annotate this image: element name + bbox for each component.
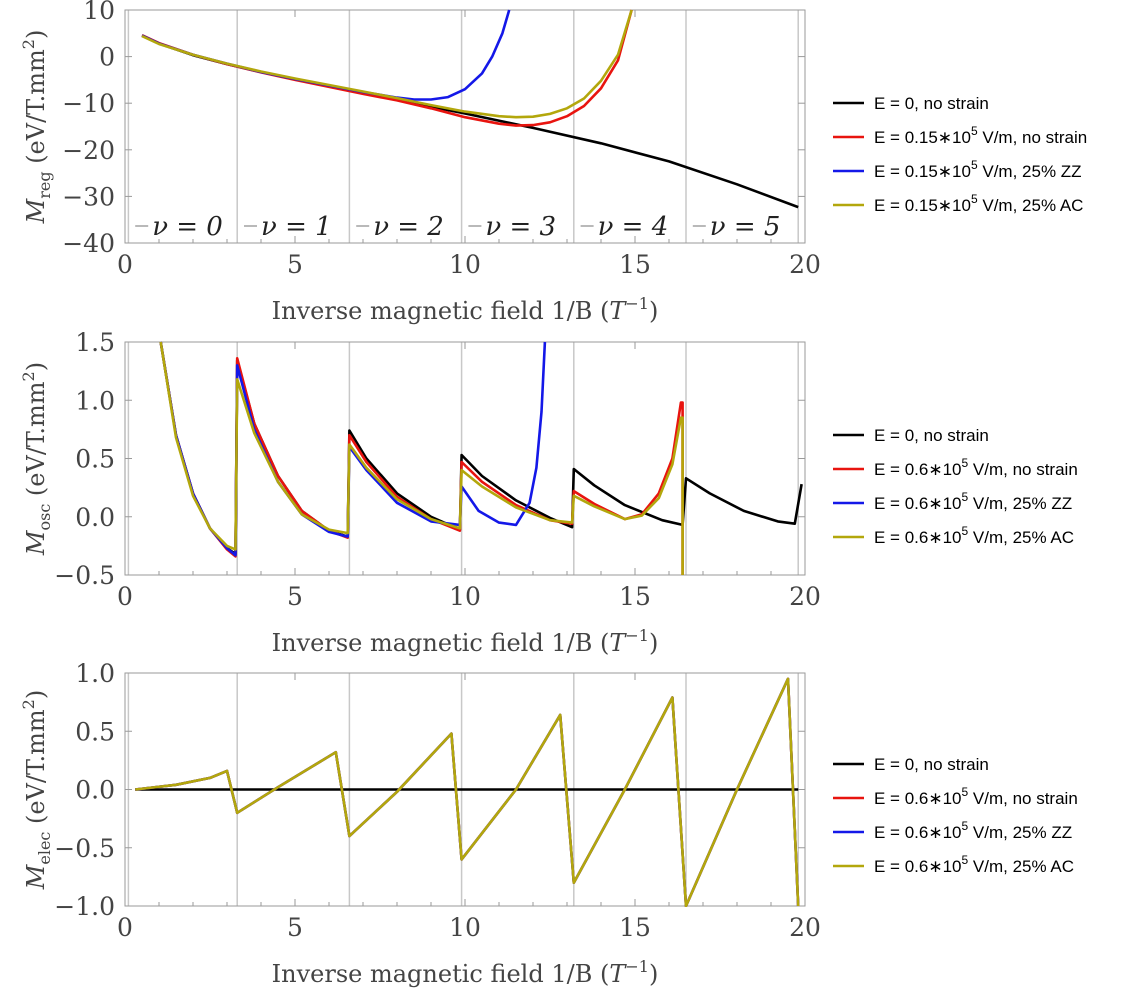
x-tick-label: 0 xyxy=(117,250,133,279)
legend-label: E = 0.15∗105 V/m, 25% AC xyxy=(874,192,1083,215)
x-axis-label: Inverse magnetic field 1/B (T−1) xyxy=(272,626,659,657)
y-tick-label: 0.0 xyxy=(75,503,115,532)
y-tick-label: −20 xyxy=(62,136,115,165)
chart-panel-middle: 0 5 10 15 20 1.5 1.0 0.5 0.0 −0.5 Inverse magnetic… xyxy=(19,328,1078,657)
legend-label: E = 0.6∗105 V/m, 25% AC xyxy=(874,853,1074,876)
series-line-3 xyxy=(141,9,633,119)
y-tick-label: 0.0 xyxy=(75,776,115,805)
legend: E = 0, no strain E = 0.6∗105 V/m, no stra… xyxy=(833,755,1078,876)
x-tick-label: 0 xyxy=(117,582,133,611)
legend-label: E = 0.15∗105 V/m, no strain xyxy=(874,124,1087,147)
x-tick-label: 10 xyxy=(449,582,481,611)
series-line-3 xyxy=(159,341,684,575)
y-tick-label: −40 xyxy=(62,229,115,258)
series-group xyxy=(159,341,803,575)
series-line-0 xyxy=(141,34,799,209)
legend: E = 0, no strain E = 0.15∗105 V/m, no str… xyxy=(833,94,1087,215)
legend-label: E = 0.6∗105 V/m, 25% AC xyxy=(874,524,1074,547)
y-axis-label: Mreg (eV/T.mm2) xyxy=(19,30,54,225)
x-axis-label: Inverse magnetic field 1/B (T−1) xyxy=(272,957,659,988)
nu-label: ν = 4 xyxy=(598,212,669,242)
y-axis-label: Melec (eV/T.mm2) xyxy=(19,690,54,890)
series-line-1 xyxy=(141,9,633,127)
y-tick-label: −1.0 xyxy=(54,892,115,921)
x-tick-label: 15 xyxy=(619,582,651,611)
x-axis-label: Inverse magnetic field 1/B (T−1) xyxy=(272,294,659,325)
chart-panel-top: 0 5 10 15 20 10 0 −10 −20 −30 −40 ν = 0 ν = 1 ν = 2 ν … xyxy=(19,0,1087,325)
x-tick-label: 20 xyxy=(789,582,821,611)
series-group xyxy=(141,9,799,209)
y-tick-label: 0.5 xyxy=(75,445,115,474)
y-tick-label: −10 xyxy=(62,89,115,118)
legend-label: E = 0.6∗105 V/m, 25% ZZ xyxy=(874,490,1072,513)
y-tick-label: 0.5 xyxy=(75,717,115,746)
y-tick-label: −0.5 xyxy=(54,561,115,590)
legend-label: E = 0, no strain xyxy=(874,755,989,774)
x-tick-label: 20 xyxy=(789,250,821,279)
series-line-0 xyxy=(159,341,803,556)
legend-label: E = 0.15∗105 V/m, 25% ZZ xyxy=(874,158,1082,181)
legend-label: E = 0.6∗105 V/m, no strain xyxy=(874,456,1078,479)
x-tick-label: 5 xyxy=(287,913,303,942)
y-axis-label: Mosc (eV/T.mm2) xyxy=(19,362,54,556)
legend-label: E = 0, no strain xyxy=(874,426,989,445)
y-tick-label: −0.5 xyxy=(54,834,115,863)
legend-label: E = 0.6∗105 V/m, 25% ZZ xyxy=(874,819,1072,842)
plot-frame xyxy=(124,9,806,244)
chart-panel-bottom: 0 5 10 15 20 1.0 0.5 0.0 −0.5 −1.0 Inverse magneti… xyxy=(19,659,1078,988)
series-line-2 xyxy=(135,677,800,907)
y-tick-label: −30 xyxy=(62,182,115,211)
legend-label: E = 0.6∗105 V/m, no strain xyxy=(874,785,1078,808)
nu-label: ν = 2 xyxy=(373,212,444,242)
y-tick-label: 10 xyxy=(83,0,115,25)
x-tick-label: 15 xyxy=(619,250,651,279)
nu-label: ν = 1 xyxy=(261,212,332,242)
nu-label: ν = 0 xyxy=(152,212,223,242)
legend-label: E = 0, no strain xyxy=(874,94,989,113)
y-tick-label: 1.0 xyxy=(75,659,115,688)
x-tick-label: 0 xyxy=(117,913,133,942)
nu-label: ν = 5 xyxy=(710,212,781,242)
x-tick-label: 15 xyxy=(619,913,651,942)
x-tick-label: 5 xyxy=(287,582,303,611)
series-line-1 xyxy=(135,677,800,907)
series-line-3 xyxy=(135,677,800,907)
y-tick-label: 0 xyxy=(99,43,115,72)
y-tick-label: 1.5 xyxy=(75,328,115,357)
y-tick-label: 1.0 xyxy=(75,386,115,415)
x-tick-label: 10 xyxy=(449,250,481,279)
x-tick-label: 10 xyxy=(449,913,481,942)
nu-label: ν = 3 xyxy=(485,212,556,242)
x-tick-label: 5 xyxy=(287,250,303,279)
x-tick-label: 20 xyxy=(789,913,821,942)
legend: E = 0, no strain E = 0.6∗105 V/m, no stra… xyxy=(833,426,1078,547)
series-group xyxy=(135,677,800,907)
